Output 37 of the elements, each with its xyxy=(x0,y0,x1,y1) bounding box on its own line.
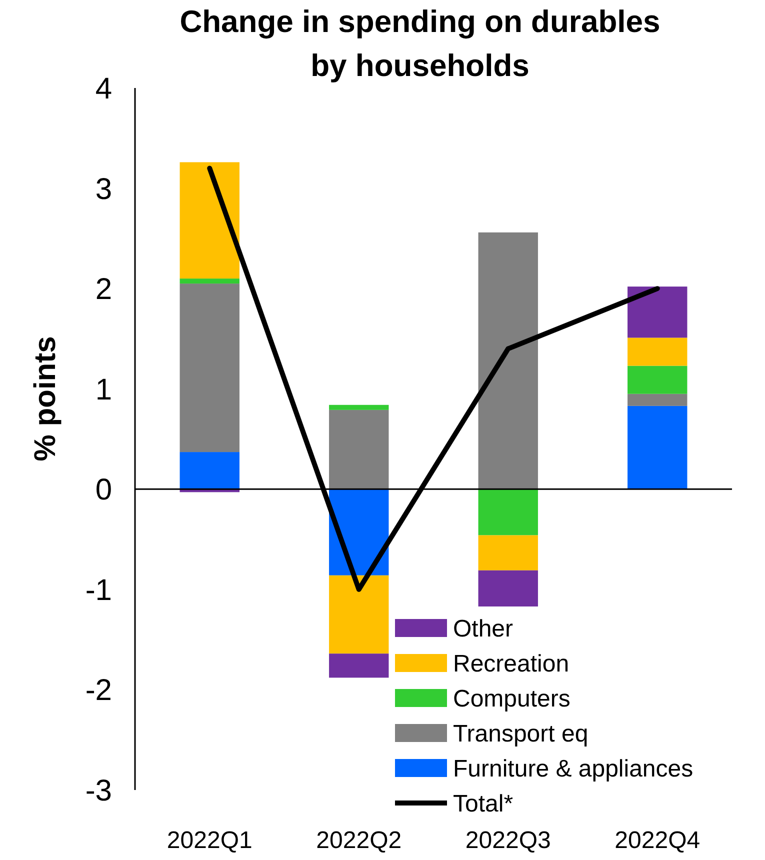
bar xyxy=(628,406,688,490)
bar xyxy=(180,278,240,284)
bar xyxy=(329,410,389,490)
x-tick-label: 2022Q1 xyxy=(166,827,252,854)
bar xyxy=(180,162,240,279)
y-tick-label: 0 xyxy=(95,474,112,507)
x-tick-label: 2022Q3 xyxy=(465,827,551,854)
legend-label: Furniture & appliances xyxy=(453,755,694,782)
legend-label: Total* xyxy=(453,790,514,818)
bar xyxy=(628,286,688,338)
legend-label: Other xyxy=(453,615,514,642)
bar xyxy=(628,338,688,366)
bar xyxy=(628,394,688,406)
bar xyxy=(329,575,389,654)
y-tick-label: -1 xyxy=(85,574,112,607)
bar xyxy=(180,452,240,490)
bar xyxy=(180,284,240,452)
legend-label: Transport eq xyxy=(453,720,588,748)
bar xyxy=(628,366,688,394)
bar xyxy=(478,570,538,606)
y-tick-label: -3 xyxy=(85,774,112,808)
legend-label: Recreation xyxy=(453,650,570,678)
bar xyxy=(478,535,538,570)
bar xyxy=(329,404,389,410)
bar xyxy=(329,654,389,678)
y-tick-label: -2 xyxy=(85,674,112,708)
x-tick-label: 2022Q4 xyxy=(614,827,700,854)
y-tick-label: 3 xyxy=(95,172,112,206)
bar xyxy=(478,232,538,490)
legend-label: Computers xyxy=(453,685,570,712)
chart-title: Change in spending on durables by households xyxy=(180,4,660,83)
x-tick-label: 2022Q2 xyxy=(316,827,402,854)
y-axis-title: % points xyxy=(29,336,62,462)
y-tick-label: 2 xyxy=(95,273,112,306)
bar xyxy=(478,489,538,536)
y-tick-label: 1 xyxy=(95,373,112,406)
y-tick-label: 4 xyxy=(95,72,112,106)
